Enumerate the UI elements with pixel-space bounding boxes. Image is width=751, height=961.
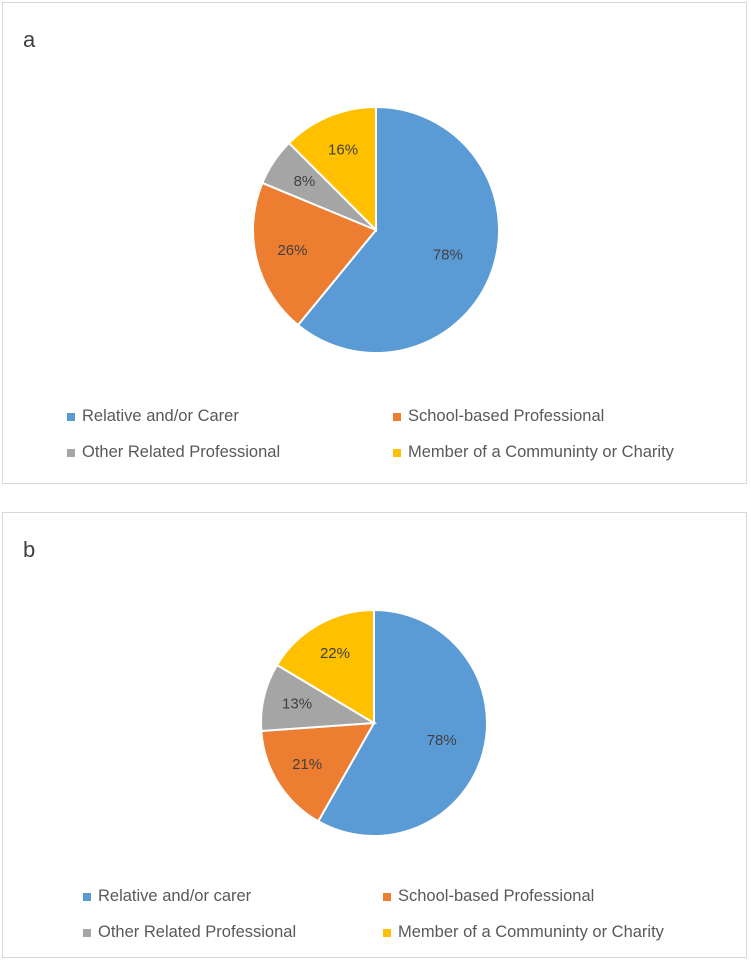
legend-item-other-professional-a: Other Related Professional (67, 443, 280, 462)
legend-item-relative-carer-b: Relative and/or carer (83, 887, 251, 906)
pie-slice-relative-carer-a (296, 105, 500, 354)
legend-label-school-professional-b: School-based Professional (398, 887, 595, 905)
legend-item-community-charity-b: Member of a Communinty or Charity (383, 923, 664, 942)
legend-item-school-professional-b: School-based Professional (383, 887, 594, 906)
data-label-relative-carer-a: 78% (433, 247, 463, 264)
legend-item-community-charity-a: Member of a Communinty or Charity (393, 443, 674, 462)
data-label-school-professional-b: 21% (292, 756, 322, 773)
legend-item-other-professional-b: Other Related Professional (83, 923, 296, 942)
legend-label-other-professional-b: Other Related Professional (98, 923, 297, 941)
pie-slice-school-professional-a (252, 181, 378, 327)
data-label-relative-carer-b: 78% (427, 732, 457, 749)
legend-swatch-school-professional-a (393, 412, 401, 421)
data-label-other-professional-b: 13% (282, 696, 312, 713)
legend-swatch-relative-carer-b (83, 892, 91, 901)
legend-swatch-school-professional-b (383, 892, 391, 901)
data-label-school-professional-a: 26% (277, 242, 307, 259)
pie-chart-a: 78% 26% 8% 16% (252, 105, 500, 354)
legend-label-school-professional-a: School-based Professional (408, 407, 605, 425)
panel-label-b: b (23, 537, 36, 562)
legend-label-community-charity-a: Member of a Communinty or Charity (408, 443, 674, 461)
legend-label-other-professional-a: Other Related Professional (82, 443, 281, 461)
data-label-community-charity-a: 16% (328, 141, 358, 158)
legend-swatch-community-charity-b (383, 928, 391, 937)
panel-label-a: a (23, 27, 36, 52)
pie-slice-community-charity-b (275, 608, 375, 725)
legend-item-relative-carer-a: Relative and/or Carer (67, 407, 239, 426)
pie-slice-school-professional-b (260, 721, 376, 823)
legend-swatch-other-professional-b (83, 928, 91, 937)
chart-panel-a: a 78% 26% 8% 16% Relative and/or Carer Scho… (2, 2, 747, 484)
legend-swatch-other-professional-a (67, 448, 75, 457)
pie-chart-b: 78% 21% 13% 22% (260, 608, 488, 837)
legend-swatch-relative-carer-a (67, 412, 75, 421)
legend-swatch-community-charity-a (393, 448, 401, 457)
pie-slice-community-charity-a (287, 105, 377, 233)
data-label-community-charity-b: 22% (320, 645, 350, 662)
pie-slice-relative-carer-b (316, 608, 488, 837)
data-label-other-professional-a: 8% (294, 173, 316, 190)
chart-panel-b: b 78% 21% 13% 22% Relative and/or carer Sch… (2, 512, 747, 958)
legend-item-school-professional-a: School-based Professional (393, 407, 604, 426)
legend-label-relative-carer-b: Relative and/or carer (98, 887, 252, 905)
legend-label-relative-carer-a: Relative and/or Carer (82, 407, 239, 425)
legend-label-community-charity-b: Member of a Communinty or Charity (398, 923, 664, 941)
